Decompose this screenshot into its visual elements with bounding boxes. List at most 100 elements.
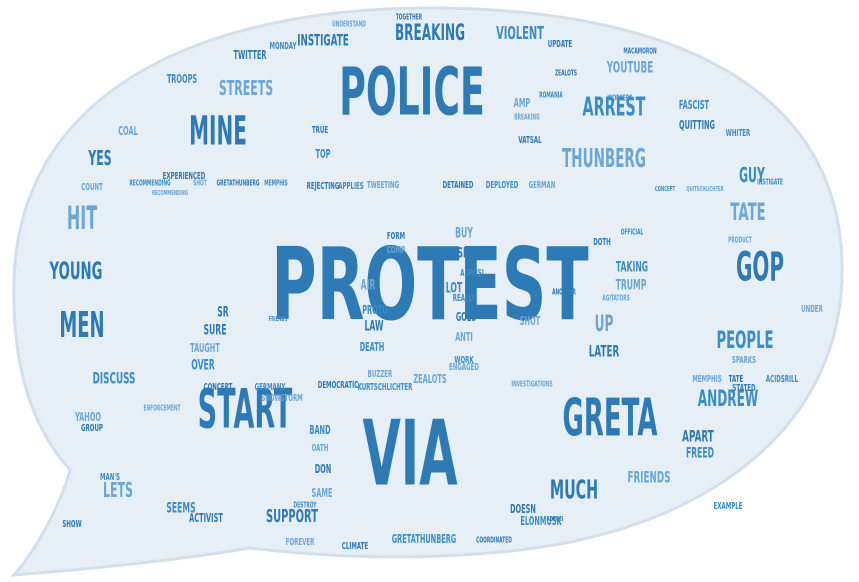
cloud-word: VIOLENT (496, 24, 544, 44)
cloud-word: LETS (103, 478, 133, 502)
cloud-word: SEEMS (166, 500, 195, 516)
cloud-word: TROOPS (167, 73, 197, 87)
cloud-word: GERMANY (255, 381, 286, 392)
cloud-word: WORK (454, 354, 474, 365)
cloud-word: ANOTHER (552, 287, 576, 297)
cloud-word: ZEALOTS (555, 68, 577, 78)
cloud-word: UNDERSTAND (332, 19, 366, 29)
cloud-word: ZEALOTS (413, 373, 446, 387)
cloud-word: RECOMMENDING (129, 178, 170, 188)
cloud-word: ACTIVIST (189, 512, 223, 526)
cloud-word: INSTIGATE (297, 32, 349, 51)
cloud-word: MEN (59, 304, 104, 346)
cloud-word: TATE (729, 373, 744, 384)
cloud-word: ROMANIA (539, 90, 563, 100)
cloud-word: ISN (455, 245, 470, 261)
cloud-word: DEMOCRATIC (318, 379, 358, 390)
cloud-word: MACAMORON (623, 46, 656, 56)
cloud-word: TOGETHER (396, 12, 422, 22)
cloud-word: ADRUSI (460, 267, 484, 278)
cloud-word: CONCEPT (204, 381, 233, 392)
cloud-word: KURTSCHLICHTER (358, 381, 413, 392)
cloud-word: COORDINATED (476, 535, 512, 545)
cloud-word: GOES (456, 311, 476, 325)
cloud-word: VIA (362, 403, 457, 507)
cloud-word: GUY (739, 163, 765, 187)
cloud-word: DEATH (360, 341, 385, 355)
cloud-word: DOTH (593, 236, 611, 247)
cloud-word: COMP (387, 244, 405, 255)
cloud-word: GRETATHUNBERG (392, 533, 457, 547)
cloud-word: FRIENDS (627, 469, 670, 488)
cloud-word: PROTO (362, 304, 388, 318)
cloud-word: UNDER (801, 303, 823, 314)
cloud-word: AMP (514, 97, 530, 111)
cloud-word: APPLIES (338, 180, 364, 191)
speech-bubble-shape (10, 6, 844, 577)
cloud-word: YOUTUBE (606, 59, 653, 78)
cloud-word: SUPPORT (266, 507, 318, 527)
cloud-word: DETAINED (443, 179, 474, 190)
cloud-word: FASCIST (679, 99, 709, 113)
cloud-word: TOP (316, 148, 331, 162)
cloud-word: WHITER (726, 127, 751, 138)
cloud-word: PEOPLE (717, 326, 774, 355)
cloud-word: UPDATE (548, 38, 572, 49)
cloud-word: WORKERS (608, 93, 633, 103)
cloud-word: START (198, 378, 293, 441)
cloud-word: YES (88, 146, 112, 170)
cloud-word: PRODUCT (728, 235, 752, 245)
cloud-word: BAND (309, 424, 330, 438)
cloud-word: DEPLOYED (486, 179, 519, 190)
cloud-word: FORM (387, 230, 405, 241)
cloud-word: DON (315, 463, 332, 477)
cloud-word: MUCH (550, 475, 598, 505)
cloud-word: SAME (312, 487, 333, 501)
cloud-word: INSTIGATE (757, 177, 783, 187)
cloud-word: CLIMATE (342, 540, 368, 551)
cloud-word: FRIENDS (269, 316, 288, 323)
cloud-word: BUZZER (368, 368, 393, 379)
cloud-word: MEMPHIS (264, 178, 288, 188)
cloud-word: GRETATHUNBERG (217, 178, 260, 188)
cloud-word: INVESTIGATIONS (511, 379, 553, 389)
cloud-word: ENGAGED (449, 361, 479, 372)
cloud-word: STATED (732, 382, 755, 393)
cloud-word: BREAKING (514, 112, 539, 122)
cloud-word: RECOMMENDING (152, 190, 188, 197)
cloud-word: SNOWSTORM (261, 392, 302, 403)
cloud-word: EXPERIENCED (163, 170, 206, 181)
cloud-word: HIT (67, 200, 98, 237)
cloud-word: STREETS (219, 76, 273, 100)
cloud-word: EXAMPLE (714, 500, 743, 511)
cloud-word: AGITATORS (602, 293, 630, 303)
cloud-word: OATH (312, 442, 329, 453)
cloud-word: SHOW (62, 518, 81, 529)
cloud-word: MONDAY (269, 40, 296, 51)
cloud-word: POLICE (339, 54, 485, 131)
cloud-word: ANDREW (698, 388, 759, 413)
cloud-word: GERMAN (529, 179, 556, 190)
cloud-word: APART (682, 428, 714, 447)
cloud-word: ENFORCEMENT (143, 403, 180, 413)
cloud-word: UP (595, 313, 614, 338)
cloud-word: CONCEPT (655, 186, 675, 193)
cloud-word: THUNBERG (562, 143, 646, 173)
cloud-word: DISCUSS (93, 370, 136, 389)
cloud-word: TAUGHT (190, 342, 220, 356)
cloud-word: SHOT (520, 315, 541, 329)
cloud-word: TWITTER (234, 49, 267, 63)
cloud-word: ANTI (455, 331, 473, 345)
cloud-word: REALLY (453, 292, 475, 303)
cloud-word: TAKING (616, 259, 648, 275)
cloud-word: SURE (204, 322, 227, 338)
word-cloud-words: PROTEST VIA POLICE START GRETA GOP MINE MEN HIT Y… (49, 12, 823, 552)
cloud-word: MINE (189, 109, 247, 155)
cloud-word: ADRUSI (547, 516, 563, 523)
cloud-word: ACIDSRILL (766, 373, 798, 384)
cloud-word: REJECTING (307, 180, 340, 191)
cloud-word: FREED (686, 445, 714, 461)
cloud-word: SR (217, 304, 229, 320)
cloud-word: SPARKS (732, 354, 756, 365)
